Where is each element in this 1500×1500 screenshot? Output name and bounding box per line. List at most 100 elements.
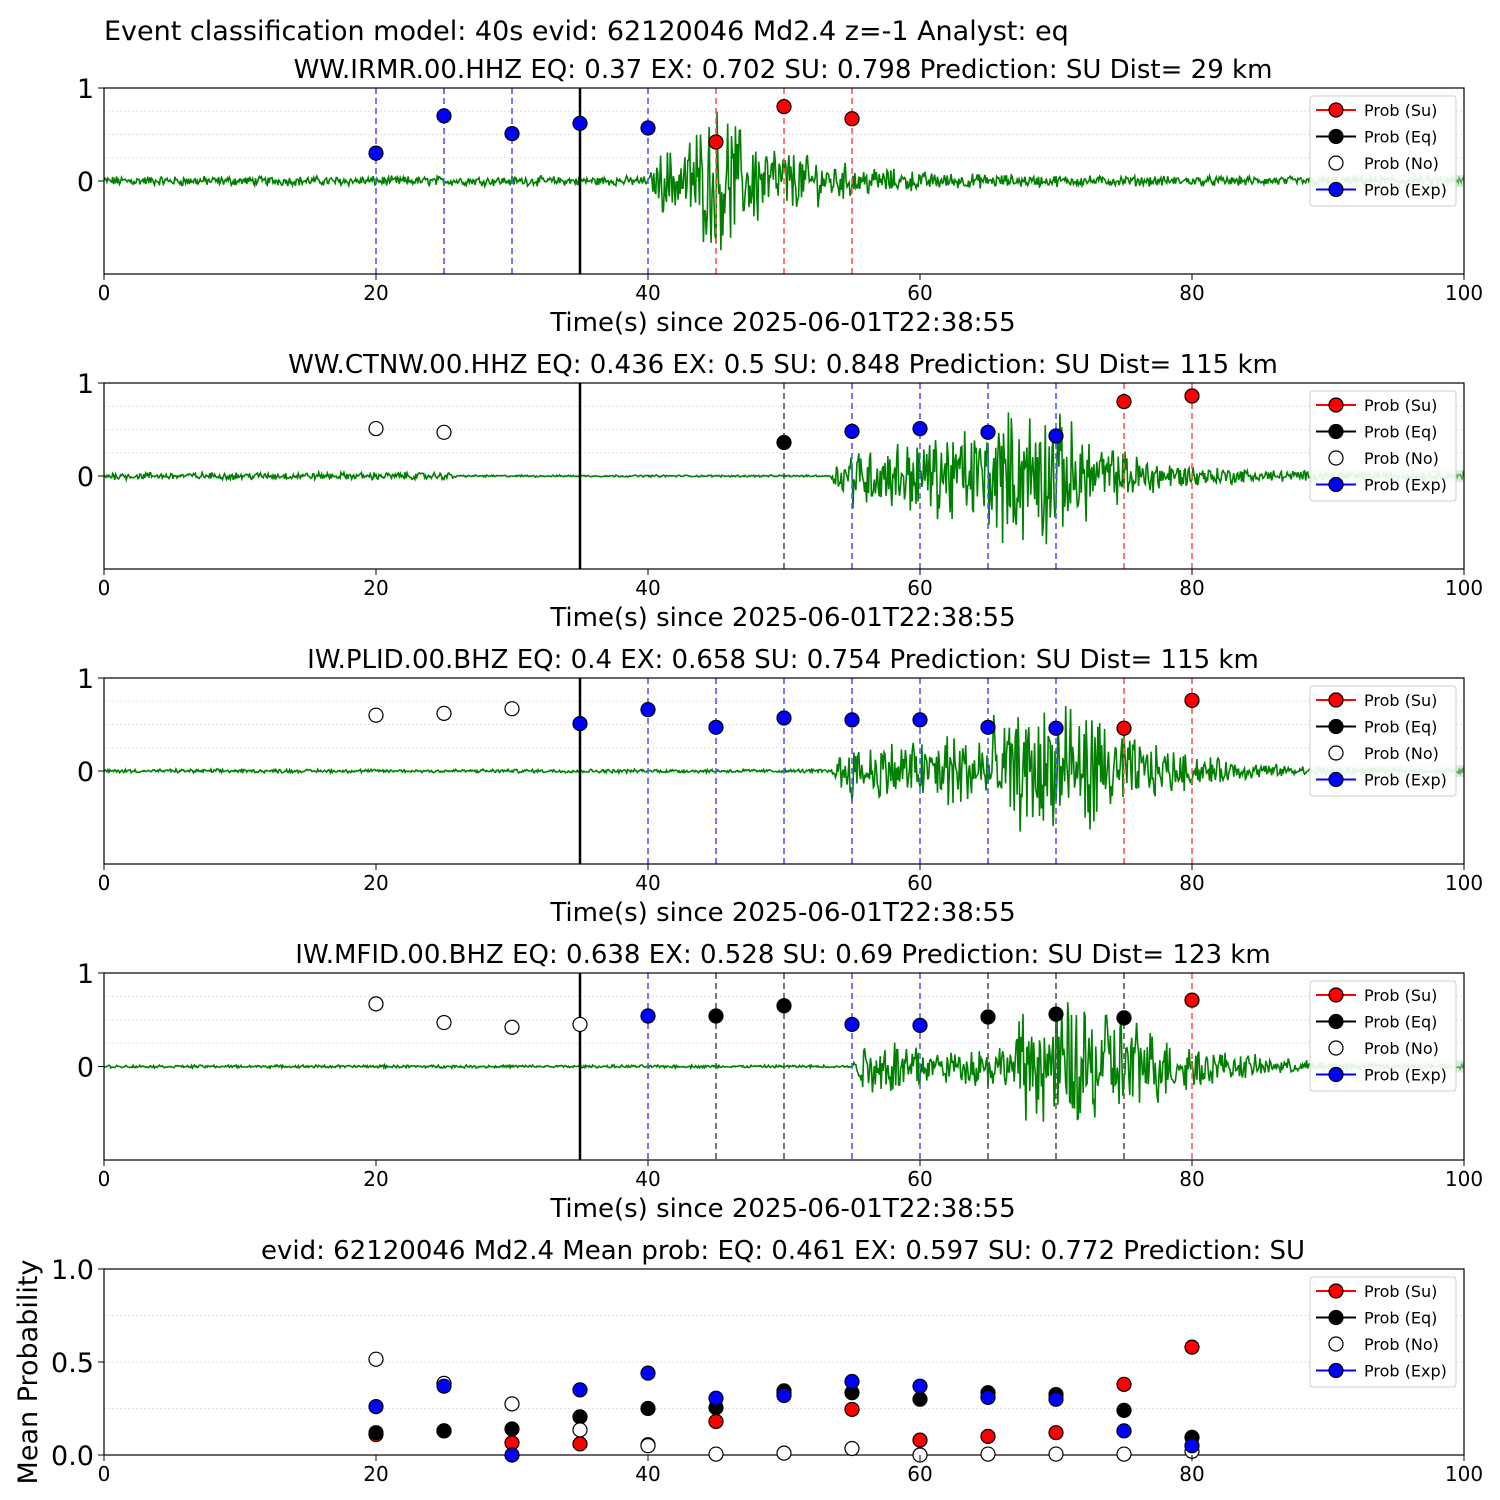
point-exp [1048, 428, 1064, 444]
x-tick-label: 80 [1179, 281, 1204, 305]
y-tick-label: 0 [77, 167, 94, 198]
y-tick-label: 1 [77, 369, 94, 400]
legend-marker-su [1328, 1283, 1344, 1299]
point-exp [368, 1399, 384, 1415]
plot-area [104, 383, 1464, 569]
legend-box [1309, 390, 1457, 502]
legend-label-su: Prob (Su) [1364, 691, 1437, 710]
point-su [912, 1432, 928, 1448]
point-exp [912, 1017, 928, 1033]
legend-label-no: Prob (No) [1364, 1335, 1439, 1354]
point-no [640, 1438, 656, 1454]
point-su [1184, 388, 1200, 404]
point-su [708, 1413, 724, 1430]
point-exp [1116, 1423, 1132, 1439]
figure-suptitle: Event classification model: 40s evid: 62… [104, 16, 1069, 47]
point-su [1116, 720, 1132, 736]
legend-marker-eq [1328, 423, 1344, 440]
point-eq [708, 1008, 724, 1024]
x-axis-label: Time(s) since 2025-06-01T22:38:55 [549, 898, 1015, 928]
legend-marker-no [1328, 155, 1344, 171]
legend-marker-eq [1328, 128, 1344, 145]
x-tick-label: 40 [635, 281, 660, 305]
y-tick-label: 0 [77, 757, 94, 788]
legend-marker-exp [1328, 1066, 1344, 1083]
x-tick-label: 80 [1179, 1167, 1204, 1191]
point-no [572, 1422, 588, 1438]
point-no [436, 1014, 452, 1031]
x-tick-label: 100 [1445, 1167, 1483, 1191]
point-no [844, 1440, 860, 1457]
chart-panel-3: 0 20 40 60 80 100 0 1 IW.PLID.00.BHZ EQ: 0.4 EX:… [77, 645, 1483, 928]
x-tick-label: 20 [363, 1462, 388, 1486]
y-tick-label: 0 [77, 1053, 94, 1084]
chart-panels: 0 20 40 60 80 100 0 1 WW.IRMR.00.HHZ EQ: 0.37 EX… [13, 55, 1483, 1486]
x-tick-label: 60 [907, 871, 932, 895]
panel-title: WW.IRMR.00.HHZ EQ: 0.37 EX: 0.702 SU: 0.… [294, 55, 1273, 85]
point-su [844, 111, 860, 127]
x-tick-label: 0 [98, 1462, 111, 1486]
point-eq [572, 1409, 588, 1425]
point-exp [844, 1016, 860, 1033]
legend-marker-eq [1328, 1309, 1344, 1326]
x-tick-label: 100 [1445, 871, 1483, 895]
point-exp [776, 1387, 792, 1404]
y-tick-label: 0.5 [51, 1348, 94, 1379]
x-tick-label: 40 [635, 1167, 660, 1191]
legend-label-no: Prob (No) [1364, 744, 1439, 763]
point-eq [640, 1400, 656, 1417]
legend-marker-su [1328, 102, 1344, 118]
x-tick-label: 40 [635, 1462, 660, 1486]
legend-marker-su [1328, 692, 1344, 708]
point-no [504, 701, 520, 717]
point-no [776, 1445, 792, 1461]
point-exp [504, 125, 520, 142]
x-axis-label: Time(s) since 2025-06-01T22:38:55 [549, 308, 1015, 338]
legend-marker-no [1328, 450, 1344, 466]
x-tick-label: 0 [98, 871, 111, 895]
point-eq [368, 1425, 384, 1441]
point-no [1048, 1446, 1064, 1462]
point-exp [572, 715, 588, 732]
legend-label-exp: Prob (Exp) [1364, 1066, 1447, 1085]
y-tick-label: 1.0 [51, 1255, 94, 1286]
point-no [368, 707, 384, 723]
point-exp [572, 1382, 588, 1398]
legend-marker-su [1328, 397, 1344, 413]
x-tick-label: 0 [98, 1167, 111, 1191]
legend-marker-exp [1328, 771, 1344, 788]
legend-label-eq: Prob (Eq) [1364, 718, 1437, 737]
legend-marker-no [1328, 1336, 1344, 1352]
point-exp [844, 712, 860, 728]
point-exp [436, 108, 452, 124]
point-su [980, 1428, 996, 1445]
x-tick-label: 100 [1445, 281, 1483, 305]
legend-label-no: Prob (No) [1364, 449, 1439, 468]
x-tick-label: 20 [363, 281, 388, 305]
point-exp [640, 120, 656, 136]
x-axis-label: Time(s) since 2025-06-01T22:38:55 [549, 1194, 1015, 1224]
x-tick-label: 40 [635, 576, 660, 600]
x-tick-label: 40 [635, 871, 660, 895]
legend-label-exp: Prob (Exp) [1364, 771, 1447, 790]
x-tick-label: 100 [1445, 1462, 1483, 1486]
point-exp [980, 1389, 996, 1405]
point-no [980, 1446, 996, 1462]
point-exp [912, 1378, 928, 1394]
point-exp [1184, 1438, 1200, 1454]
point-no [368, 420, 384, 437]
x-tick-label: 60 [907, 1462, 932, 1486]
legend-marker-exp [1328, 1362, 1344, 1379]
legend-marker-eq [1328, 718, 1344, 735]
point-no [436, 705, 452, 721]
point-eq [776, 998, 792, 1014]
legend-box [1309, 1276, 1457, 1388]
point-eq [1116, 1010, 1132, 1026]
panel-title: IW.MFID.00.BHZ EQ: 0.638 EX: 0.528 SU: 0… [295, 940, 1270, 970]
point-su [1184, 692, 1200, 708]
point-exp [844, 423, 860, 439]
x-tick-label: 60 [907, 281, 932, 305]
point-exp [640, 1365, 656, 1381]
point-eq [1116, 1402, 1132, 1418]
